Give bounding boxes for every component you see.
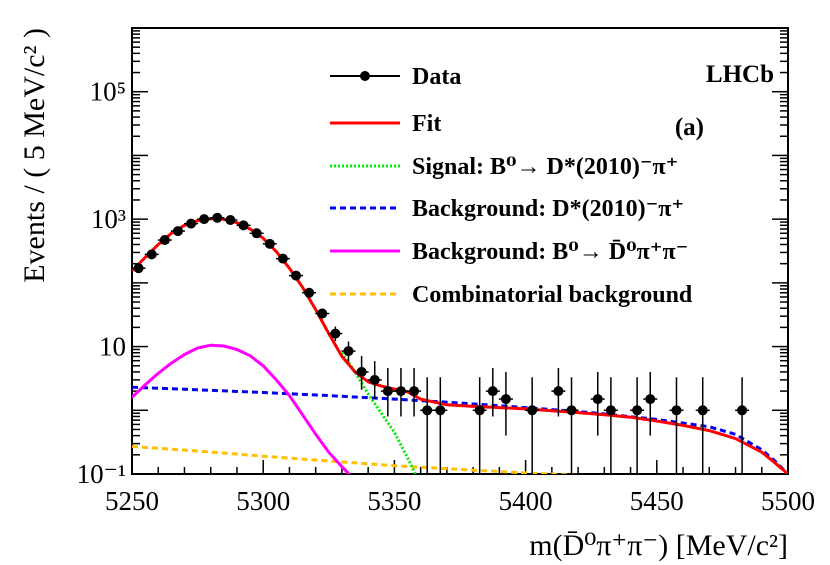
legend-entry-data: Data xyxy=(330,64,461,90)
x-tick-label: 5250 xyxy=(105,486,159,516)
data-point xyxy=(197,214,212,225)
legend-label: Background: D*(2010)⁻π⁺ xyxy=(412,196,684,222)
data-point xyxy=(393,368,408,417)
panel-label: (a) xyxy=(675,114,704,141)
data-point xyxy=(367,361,382,400)
data-point xyxy=(184,218,199,229)
lhcb-label: LHCb xyxy=(706,61,774,88)
data-point xyxy=(302,287,317,298)
data-point xyxy=(249,228,264,239)
x-axis-title: m(D̄⁰π⁺π⁻) [MeV/c²] xyxy=(529,529,788,562)
y-tick-label: 10⁻¹ xyxy=(77,459,126,489)
data-point xyxy=(735,377,750,474)
data-point xyxy=(210,212,225,223)
y-tick-label: 10⁵ xyxy=(90,77,126,107)
x-tick-label: 5400 xyxy=(499,486,553,516)
legend-label: Data xyxy=(412,64,461,90)
data-point xyxy=(630,377,645,474)
data-point xyxy=(643,371,658,436)
data-point xyxy=(551,368,566,417)
axis-labels: 5250 5300 5350 5400 5450 5500 10⁻¹ 10 10³ 10⁵ m(D̄… xyxy=(18,28,815,562)
curve-bkg_dstar xyxy=(132,385,788,474)
data-point xyxy=(695,377,710,474)
data-point xyxy=(262,238,277,249)
data-point xyxy=(564,377,579,474)
y-tick-label: 10³ xyxy=(91,204,126,234)
data-point xyxy=(289,270,303,281)
data-point xyxy=(498,371,513,436)
data-point xyxy=(157,235,172,246)
data-point xyxy=(275,253,290,264)
data-point xyxy=(472,377,487,474)
data-point xyxy=(603,377,618,474)
curve-bkg_b0 xyxy=(132,343,352,474)
y-axis-title: Events / ( 5 MeV/c² ) xyxy=(18,28,51,283)
legend-label: Fit xyxy=(412,111,441,137)
data-point xyxy=(144,249,159,260)
data-point xyxy=(354,356,369,390)
y-tick-label: 10 xyxy=(99,332,126,362)
legend: Data Fit Signal: B⁰→ D*(2010)⁻π⁺ Background… xyxy=(330,64,693,308)
data-point xyxy=(525,377,540,474)
data-point xyxy=(328,326,343,342)
x-tick-label: 5450 xyxy=(630,486,684,516)
data-point xyxy=(485,368,500,417)
legend-entry-bkg_dstar: Background: D*(2010)⁻π⁺ xyxy=(330,196,684,222)
x-tick-label: 5500 xyxy=(761,486,815,516)
data-points-layer xyxy=(131,212,750,474)
legend-entry-bkg_b0: Background: B⁰→ D̄⁰π⁺π⁻ xyxy=(330,239,688,265)
legend-entry-signal: Signal: B⁰→ D*(2010)⁻π⁺ xyxy=(330,154,678,180)
data-point xyxy=(380,368,395,417)
axis-ticks xyxy=(131,27,789,475)
data-point xyxy=(590,371,605,436)
legend-entry-combinatorial: Combinatorial background xyxy=(330,282,693,308)
data-point xyxy=(223,214,238,225)
curve-combinatorial xyxy=(132,445,579,474)
plot-frame xyxy=(131,27,789,475)
legend-label: Signal: B⁰→ D*(2010)⁻π⁺ xyxy=(412,154,678,180)
data-point xyxy=(433,377,448,474)
x-tick-label: 5350 xyxy=(367,486,421,516)
data-point xyxy=(315,308,330,319)
data-point xyxy=(407,368,422,417)
data-point xyxy=(131,263,146,274)
data-point xyxy=(236,220,251,231)
data-point xyxy=(420,377,435,474)
curve-signal xyxy=(340,351,417,474)
data-point xyxy=(170,226,185,237)
legend-label: Combinatorial background xyxy=(412,282,693,308)
data-point xyxy=(341,341,356,362)
legend-label: Background: B⁰→ D̄⁰π⁺π⁻ xyxy=(412,239,688,265)
legend-entry-fit: Fit xyxy=(330,111,441,137)
data-point xyxy=(669,377,684,474)
x-tick-label: 5300 xyxy=(236,486,290,516)
